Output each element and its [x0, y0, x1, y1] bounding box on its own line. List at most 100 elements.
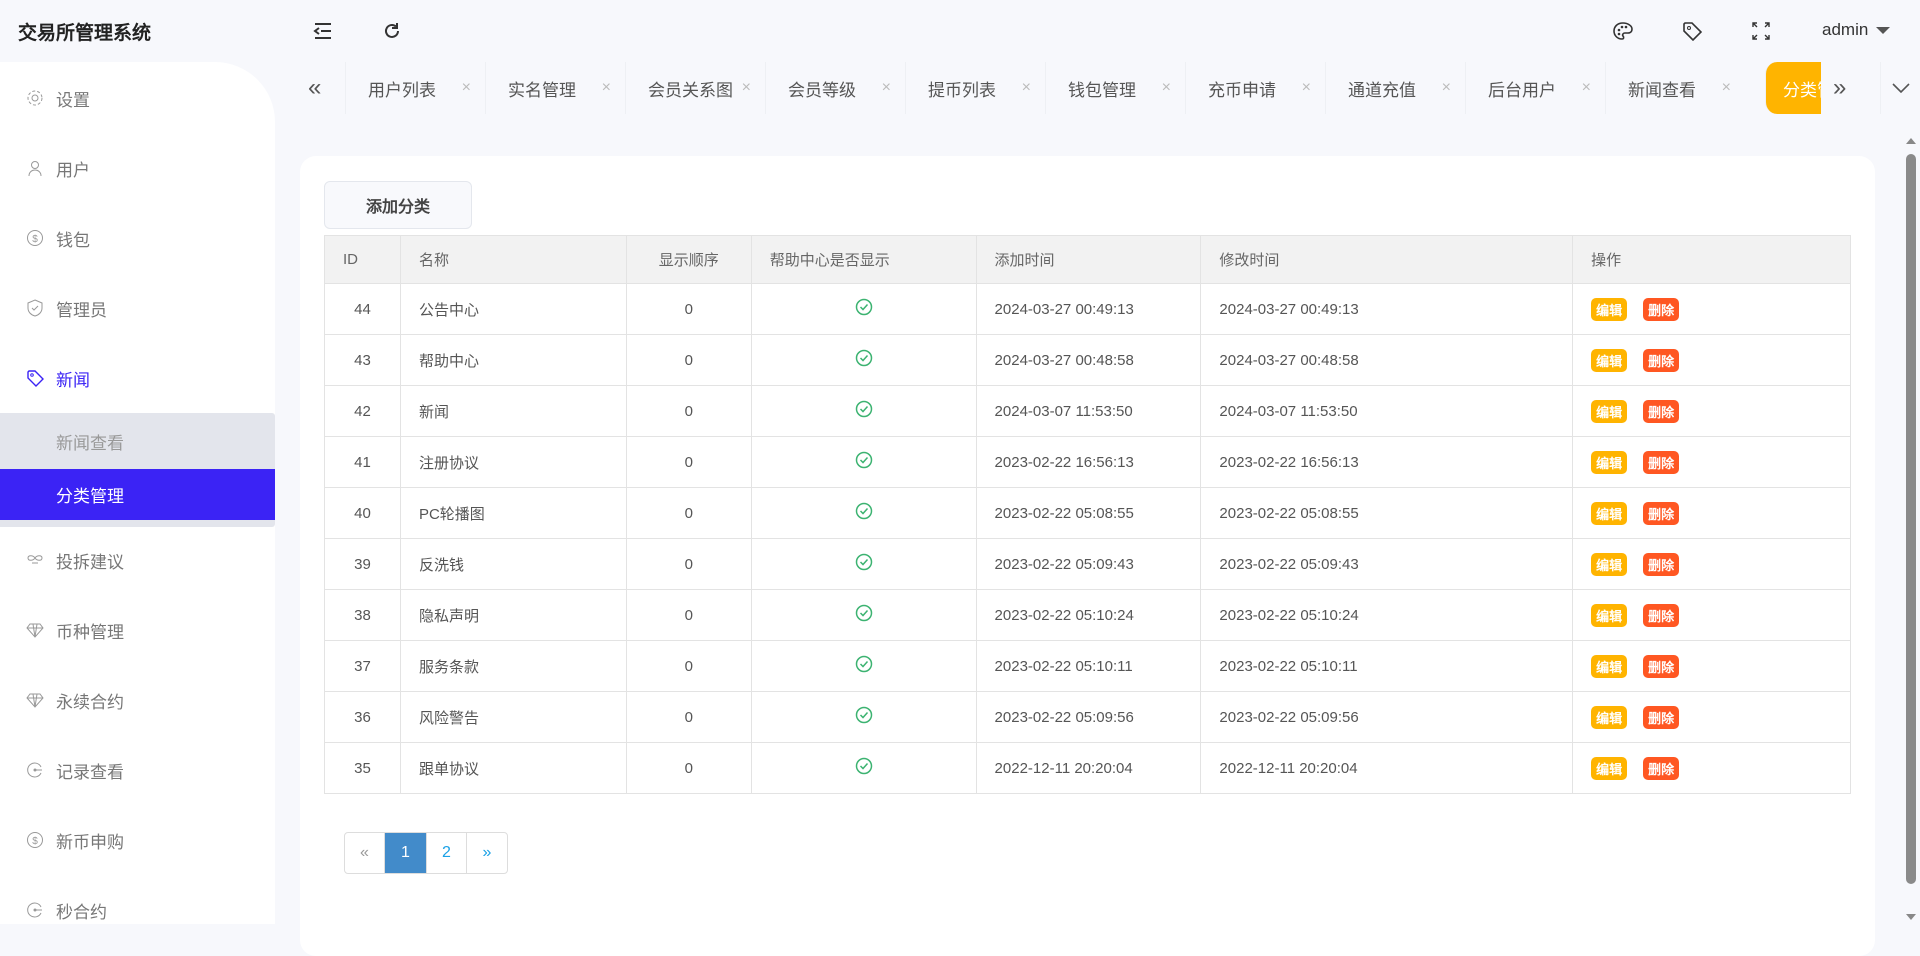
sidebar-item[interactable]: 用户 [0, 143, 275, 193]
sidebar-item[interactable]: 投拆建议 [0, 535, 275, 585]
table-row: 40 PC轮播图 0 2023-02-22 05:08:55 2023-02-2… [324, 487, 1851, 539]
tab[interactable]: 充币申请 × [1185, 62, 1325, 114]
delete-button[interactable]: 删除 [1643, 297, 1680, 321]
delete-button[interactable]: 删除 [1643, 552, 1680, 576]
sidebar-item[interactable]: 秒合约 [0, 885, 275, 924]
scrollbar-thumb[interactable] [1906, 154, 1916, 884]
palette-icon[interactable] [1610, 18, 1636, 44]
tab[interactable]: 后台用户 × [1465, 62, 1605, 114]
tag-icon[interactable] [1679, 18, 1705, 44]
scroll-tabs-right-icon[interactable]: » [1833, 74, 1847, 101]
cell-id: 42 [324, 385, 401, 437]
cell-added-time: 2023-02-22 05:09:43 [975, 538, 1202, 590]
page-1-button[interactable]: 1 [385, 833, 427, 873]
delete-button[interactable]: 删除 [1643, 450, 1680, 474]
tab-label: 用户列表 [368, 80, 436, 100]
tab-label: 提币列表 [928, 80, 996, 100]
category-table: ID 名称 显示顺序 帮助中心是否显示 添加时间 修改时间 操作 44 公告中心 0 202… [324, 235, 1851, 794]
sidebar-item[interactable]: 管理员 [0, 283, 275, 333]
edit-button[interactable]: 编辑 [1591, 501, 1628, 525]
sidebar: 设置 用户 $ 钱包 管理员 新闻 投拆建议 币种管理 永续合约 记录查看 $ 新币申购 秒合约 新闻查… [0, 62, 275, 924]
cell-actions: 编辑 删除 [1572, 691, 1851, 743]
cell-order: 0 [625, 436, 752, 488]
close-tab-icon[interactable]: × [741, 79, 751, 96]
sidebar-item-label: 新币申购 [56, 832, 124, 852]
delete-button[interactable]: 删除 [1643, 654, 1680, 678]
close-tab-icon[interactable]: × [1021, 79, 1031, 96]
cell-modified-time: 2022-12-11 20:20:04 [1200, 742, 1574, 794]
user-menu[interactable]: admin [1822, 20, 1891, 40]
sidebar-item[interactable]: $ 新币申购 [0, 815, 275, 865]
cell-show [750, 487, 977, 539]
svg-text:$: $ [32, 234, 38, 245]
tab[interactable]: 用户列表 × [345, 62, 485, 114]
tab[interactable]: 会员关系图 × [625, 62, 765, 114]
diamond-icon [26, 691, 44, 709]
next-page-button[interactable]: » [482, 844, 492, 861]
tab[interactable]: 通道充值 × [1325, 62, 1465, 114]
close-tab-icon[interactable]: × [601, 79, 611, 96]
tab-label: 钱包管理 [1068, 80, 1136, 100]
tab-active[interactable]: 分类管理 [1765, 62, 1821, 114]
close-tab-icon[interactable]: × [881, 79, 891, 96]
sidebar-item[interactable]: 币种管理 [0, 605, 275, 655]
close-tab-icon[interactable]: × [1581, 79, 1591, 96]
close-tab-icon[interactable]: × [1301, 79, 1311, 96]
cell-modified-time: 2023-02-22 05:08:55 [1200, 487, 1574, 539]
add-category-button[interactable]: 添加分类 [324, 181, 472, 229]
refresh-icon[interactable] [379, 18, 405, 44]
check-circle-icon [855, 655, 872, 673]
edit-button[interactable]: 编辑 [1591, 552, 1628, 576]
page-2-button[interactable]: 2 [427, 833, 467, 873]
sidebar-item[interactable]: 新闻 [0, 353, 275, 403]
delete-button[interactable]: 删除 [1643, 348, 1680, 372]
edit-button[interactable]: 编辑 [1591, 654, 1628, 678]
edit-button[interactable]: 编辑 [1591, 348, 1628, 372]
column-header: 操作 [1572, 235, 1851, 284]
cell-added-time: 2022-12-11 20:20:04 [975, 742, 1202, 794]
delete-button[interactable]: 删除 [1643, 501, 1680, 525]
delete-button[interactable]: 删除 [1643, 756, 1680, 780]
close-tab-icon[interactable]: × [1441, 79, 1451, 96]
close-tab-icon[interactable]: × [461, 79, 471, 96]
tab[interactable]: 实名管理 × [485, 62, 625, 114]
sidebar-item[interactable]: 设置 [0, 73, 275, 123]
sidebar-item[interactable]: 永续合约 [0, 675, 275, 725]
edit-button[interactable]: 编辑 [1591, 603, 1628, 627]
cell-show [750, 742, 977, 794]
cell-id: 35 [324, 742, 401, 794]
edit-button[interactable]: 编辑 [1591, 399, 1628, 423]
cell-name: 公告中心 [399, 283, 627, 335]
cell-added-time: 2024-03-27 00:48:58 [975, 334, 1202, 386]
sidebar-item-label: 秒合约 [56, 902, 107, 922]
delete-button[interactable]: 删除 [1643, 705, 1680, 729]
edit-button[interactable]: 编辑 [1591, 297, 1628, 321]
fullscreen-icon[interactable] [1748, 18, 1774, 44]
prev-page-button[interactable]: « [345, 833, 385, 873]
edit-button[interactable]: 编辑 [1591, 705, 1628, 729]
close-tab-icon[interactable]: × [1721, 79, 1731, 96]
scrollbar[interactable] [1903, 136, 1920, 924]
table-row: 43 帮助中心 0 2024-03-27 00:48:58 2024-03-27… [324, 334, 1851, 386]
scroll-tabs-left-icon[interactable]: « [308, 74, 322, 101]
collapse-menu-icon[interactable] [310, 18, 336, 44]
delete-button[interactable]: 删除 [1643, 603, 1680, 627]
cell-show [750, 538, 977, 590]
edit-button[interactable]: 编辑 [1591, 450, 1628, 474]
tab[interactable]: 提币列表 × [905, 62, 1045, 114]
sidebar-item-label: 投拆建议 [56, 552, 124, 572]
sidebar-item[interactable]: $ 钱包 [0, 213, 275, 263]
close-tab-icon[interactable]: × [1161, 79, 1171, 96]
cell-name: PC轮播图 [399, 487, 627, 539]
cell-actions: 编辑 删除 [1572, 436, 1851, 488]
tabs-dropdown-chevron-icon[interactable] [1880, 62, 1920, 114]
tab-label: 会员关系图 [648, 80, 733, 100]
sidebar-item[interactable]: 记录查看 [0, 745, 275, 795]
submenu-item-news-view[interactable]: 新闻查看 [56, 433, 124, 453]
tab[interactable]: 会员等级 × [765, 62, 905, 114]
tab[interactable]: 钱包管理 × [1045, 62, 1185, 114]
edit-button[interactable]: 编辑 [1591, 756, 1628, 780]
tab[interactable]: 新闻查看 × [1605, 62, 1745, 114]
submenu-item-category-management[interactable]: 分类管理 [0, 469, 275, 520]
delete-button[interactable]: 删除 [1643, 399, 1680, 423]
